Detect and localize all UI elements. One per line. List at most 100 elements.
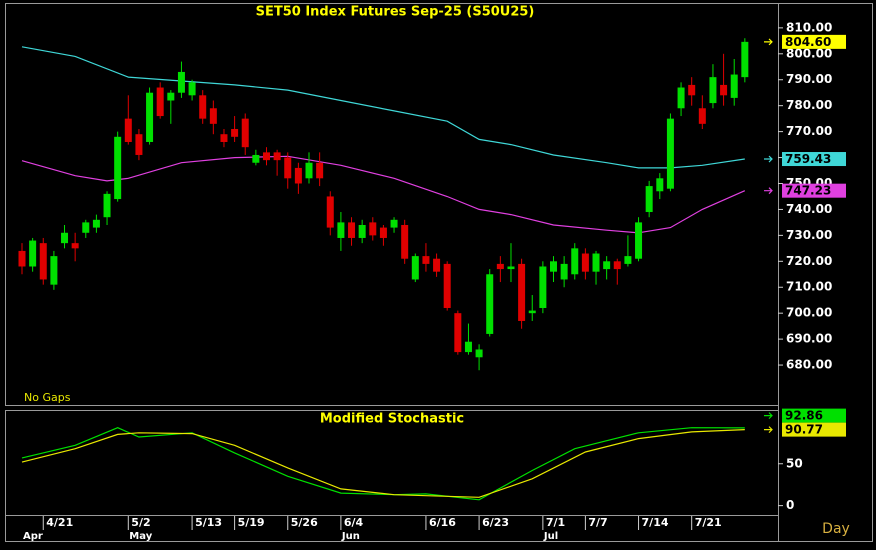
candle-body <box>188 82 196 96</box>
candle-body <box>167 92 175 101</box>
last-value-arrow <box>764 155 773 163</box>
x-tick-label: 5/26 <box>291 516 318 529</box>
candle-body <box>507 266 515 270</box>
y-tick-label: 740.00 <box>786 202 832 216</box>
candle-body <box>720 84 728 96</box>
y-tick-label: 730.00 <box>786 228 832 242</box>
last-value-arrow <box>764 426 773 434</box>
month-label: Jun <box>341 531 360 542</box>
candle-body <box>316 162 324 179</box>
candle-body <box>656 178 664 192</box>
y-tick-label: 720.00 <box>786 254 832 268</box>
candle-body <box>496 263 504 270</box>
candle-body <box>411 256 419 280</box>
candle-body <box>433 258 441 272</box>
y-tick-label: 50 <box>786 456 803 470</box>
candle-body <box>252 154 260 163</box>
series-line <box>21 155 746 234</box>
x-tick-label: 7/21 <box>695 516 722 529</box>
candle-body <box>358 224 366 238</box>
last-value-arrow <box>764 412 773 420</box>
y-tick-label: 680.00 <box>786 358 832 372</box>
last-value-arrow <box>764 187 773 195</box>
last-value-label: 804.60 <box>785 35 831 49</box>
candle-body <box>635 222 643 259</box>
candle-body <box>624 256 632 264</box>
candle-body <box>146 92 154 142</box>
series-line <box>21 427 745 501</box>
candle-body <box>326 196 334 228</box>
x-tick-label: 5/13 <box>195 516 222 529</box>
candle-body <box>528 310 536 314</box>
x-tick-label: 7/7 <box>588 516 607 529</box>
candle-body <box>666 118 674 189</box>
candle-body <box>337 222 345 238</box>
x-tick-label: 4/21 <box>46 516 73 529</box>
x-tick-label: 6/4 <box>344 516 364 529</box>
candle-body <box>231 129 239 137</box>
candle-body <box>50 256 58 285</box>
candle-body <box>305 162 313 179</box>
candle-body <box>18 250 26 267</box>
month-label: Apr <box>23 531 43 542</box>
series-line <box>21 46 745 169</box>
candle-body <box>518 263 526 321</box>
candle-body <box>603 261 611 270</box>
x-tick-label: 7/14 <box>642 516 669 529</box>
y-tick-label: 0 <box>786 498 794 512</box>
candle-body <box>741 41 749 78</box>
candle-body <box>486 274 494 334</box>
candle-body <box>369 222 377 236</box>
candle-body <box>422 256 430 264</box>
y-tick-label: 780.00 <box>786 98 832 112</box>
candle-body <box>61 232 69 244</box>
stochastic-title: Modified Stochastic <box>320 412 464 427</box>
y-tick-label: 790.00 <box>786 72 832 86</box>
candle-body <box>730 74 738 98</box>
candle-body <box>390 219 398 228</box>
candle-body <box>401 224 409 259</box>
stochastic-panel <box>5 410 779 516</box>
candle-body <box>379 227 387 238</box>
last-value-label: 92.86 <box>785 409 823 423</box>
candle-body <box>71 243 79 249</box>
candle-body <box>199 95 207 119</box>
candle-body <box>135 134 143 155</box>
candle-body <box>177 71 185 93</box>
y-tick-label: 770.00 <box>786 124 832 138</box>
month-label: May <box>129 531 152 542</box>
candle-body <box>220 134 228 142</box>
candle-body <box>560 263 568 280</box>
y-tick-label: 700.00 <box>786 306 832 320</box>
candle-body <box>454 313 462 353</box>
candle-body <box>464 341 472 353</box>
candle-body <box>709 77 717 104</box>
last-value-badge <box>782 183 846 198</box>
date-axis <box>5 515 779 542</box>
candle-body <box>156 87 164 117</box>
chart-title: SET50 Index Futures Sep-25 (S50U25) <box>256 5 535 20</box>
x-tick-label: 5/2 <box>131 516 150 529</box>
last-value-badge <box>782 34 846 49</box>
candle-body <box>82 222 90 233</box>
candle-body <box>284 157 292 179</box>
candle-body <box>114 136 122 200</box>
last-value-badge <box>782 422 846 437</box>
x-tick-label: 6/23 <box>482 516 509 529</box>
x-tick-label: 5/19 <box>238 516 265 529</box>
candle-body <box>698 108 706 124</box>
candle-body <box>645 186 653 213</box>
value-axis-frame <box>778 3 873 542</box>
candle-body <box>103 193 111 218</box>
candle-body <box>39 243 47 280</box>
candle-body <box>475 349 483 358</box>
x-tick-label: 7/1 <box>546 516 565 529</box>
candle-body <box>443 263 451 308</box>
candle-body <box>550 261 557 272</box>
note: No Gaps <box>24 391 71 404</box>
y-tick-label: 800.00 <box>786 46 832 60</box>
candle-body <box>581 253 589 272</box>
candle-body <box>571 248 579 275</box>
